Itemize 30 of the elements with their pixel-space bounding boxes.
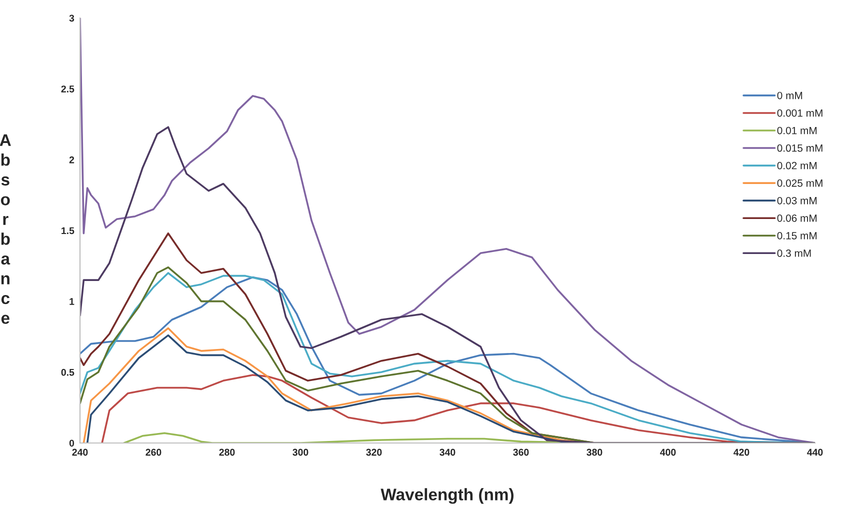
legend-label: 0.15 mM <box>777 232 817 240</box>
legend-label: 0.06 mM <box>777 214 817 222</box>
legend-label: 0.3 mM <box>777 250 811 257</box>
x-tick-label: 360 <box>513 448 529 456</box>
legend-label: 0.02 mM <box>777 162 817 170</box>
x-tick-label: 440 <box>807 448 823 456</box>
legend-label: 0.01 mM <box>777 126 817 134</box>
legend-label: 0.03 mM <box>777 196 817 204</box>
x-tick-label: 320 <box>366 448 382 456</box>
x-tick-label: 300 <box>292 448 308 456</box>
x-tick-label: 420 <box>734 448 750 456</box>
legend-label: 0.015 mM <box>777 144 822 152</box>
legend-label: 0.025 mM <box>777 179 822 187</box>
text: Absorbance <box>0 134 11 324</box>
y-tick-label: 1 <box>70 298 74 305</box>
x-axis-title: Wavelength (nm) <box>380 488 514 504</box>
x-tick-label: 280 <box>219 448 235 456</box>
y-tick-label: 0 <box>69 440 74 447</box>
x-tick-label: 400 <box>660 448 676 456</box>
legend-label: 0.001 mM <box>777 109 822 117</box>
x-tick-label: 260 <box>146 448 162 456</box>
x-tick-label: 240 <box>72 448 88 456</box>
y-tick-label: 1.5 <box>62 227 74 234</box>
y-tick-label: 3 <box>69 14 74 22</box>
legend-label: 0 mM <box>777 92 802 100</box>
x-tick-label: 340 <box>440 448 456 456</box>
y-tick-label: 2.5 <box>61 86 74 92</box>
y-tick-label: 2 <box>69 156 74 164</box>
x-tick-label: 380 <box>586 448 602 456</box>
y-tick-label: 0.5 <box>61 368 74 376</box>
